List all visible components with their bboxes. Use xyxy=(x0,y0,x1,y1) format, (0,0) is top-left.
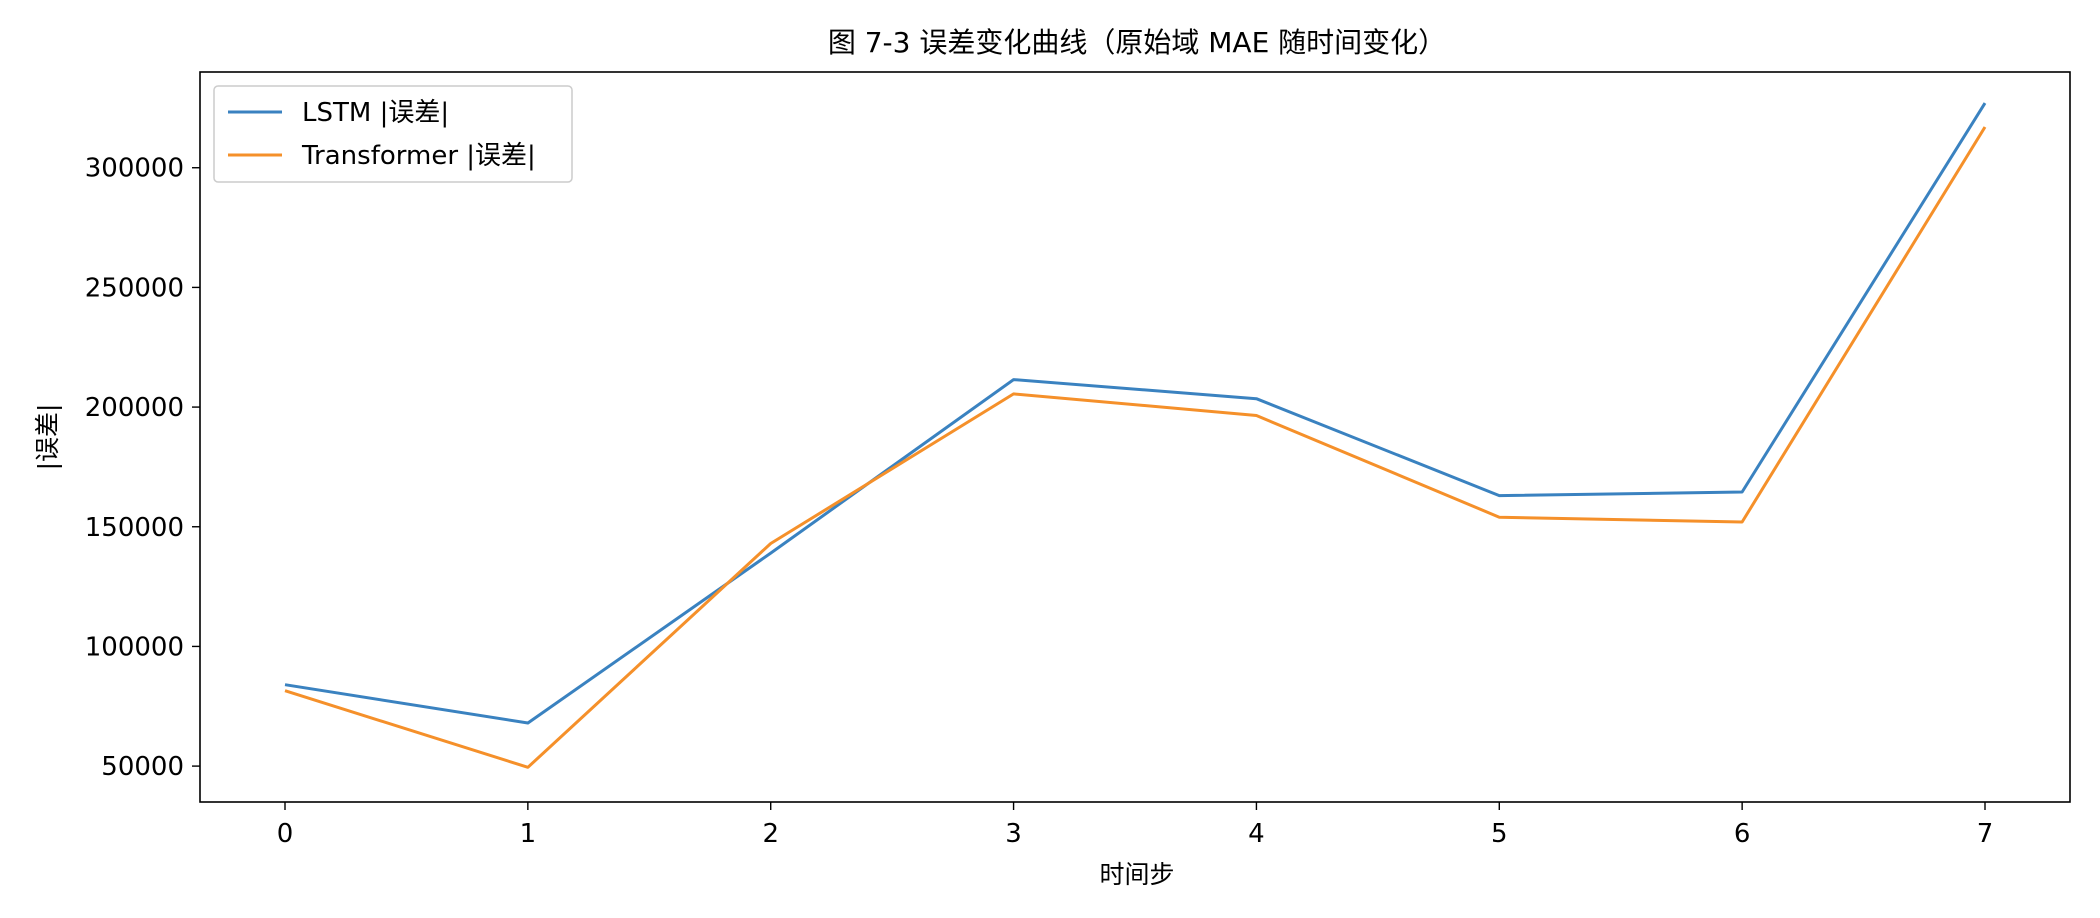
x-tick-label: 6 xyxy=(1734,819,1751,849)
x-tick-label: 5 xyxy=(1491,819,1508,849)
x-tick-label: 2 xyxy=(762,819,779,849)
series-line-0 xyxy=(284,102,1987,725)
plot-area: 0 1 2 3 4 5 6 7 50000 100000 150000 200000 250000 300… xyxy=(85,102,1994,849)
x-tick-label: 4 xyxy=(1248,819,1265,849)
y-tick-label: 200000 xyxy=(85,393,184,423)
series-line-1 xyxy=(284,126,1987,769)
y-tick-label: 100000 xyxy=(85,632,184,662)
y-tick-label: 250000 xyxy=(85,273,184,303)
x-tick-label: 0 xyxy=(277,819,294,849)
x-tick-label: 7 xyxy=(1977,819,1994,849)
legend-label-1: Transformer |误差| xyxy=(301,141,536,171)
y-tick-label: 300000 xyxy=(85,154,184,184)
plot-frame xyxy=(199,71,2071,803)
y-tick-label: 50000 xyxy=(101,752,184,782)
y-tick-label: 150000 xyxy=(85,513,184,543)
legend: LSTM |误差| Transformer |误差| xyxy=(213,85,573,183)
x-tick-label: 3 xyxy=(1005,819,1022,849)
legend-box xyxy=(213,85,573,183)
legend-label-0: LSTM |误差| xyxy=(302,98,449,128)
chart-title: 图 7-3 误差变化曲线（原始域 MAE 随时间变化） xyxy=(828,26,1446,59)
x-axis-label: 时间步 xyxy=(1099,860,1174,889)
y-axis-label: |误差| xyxy=(33,404,62,471)
x-tick-label: 1 xyxy=(520,819,537,849)
